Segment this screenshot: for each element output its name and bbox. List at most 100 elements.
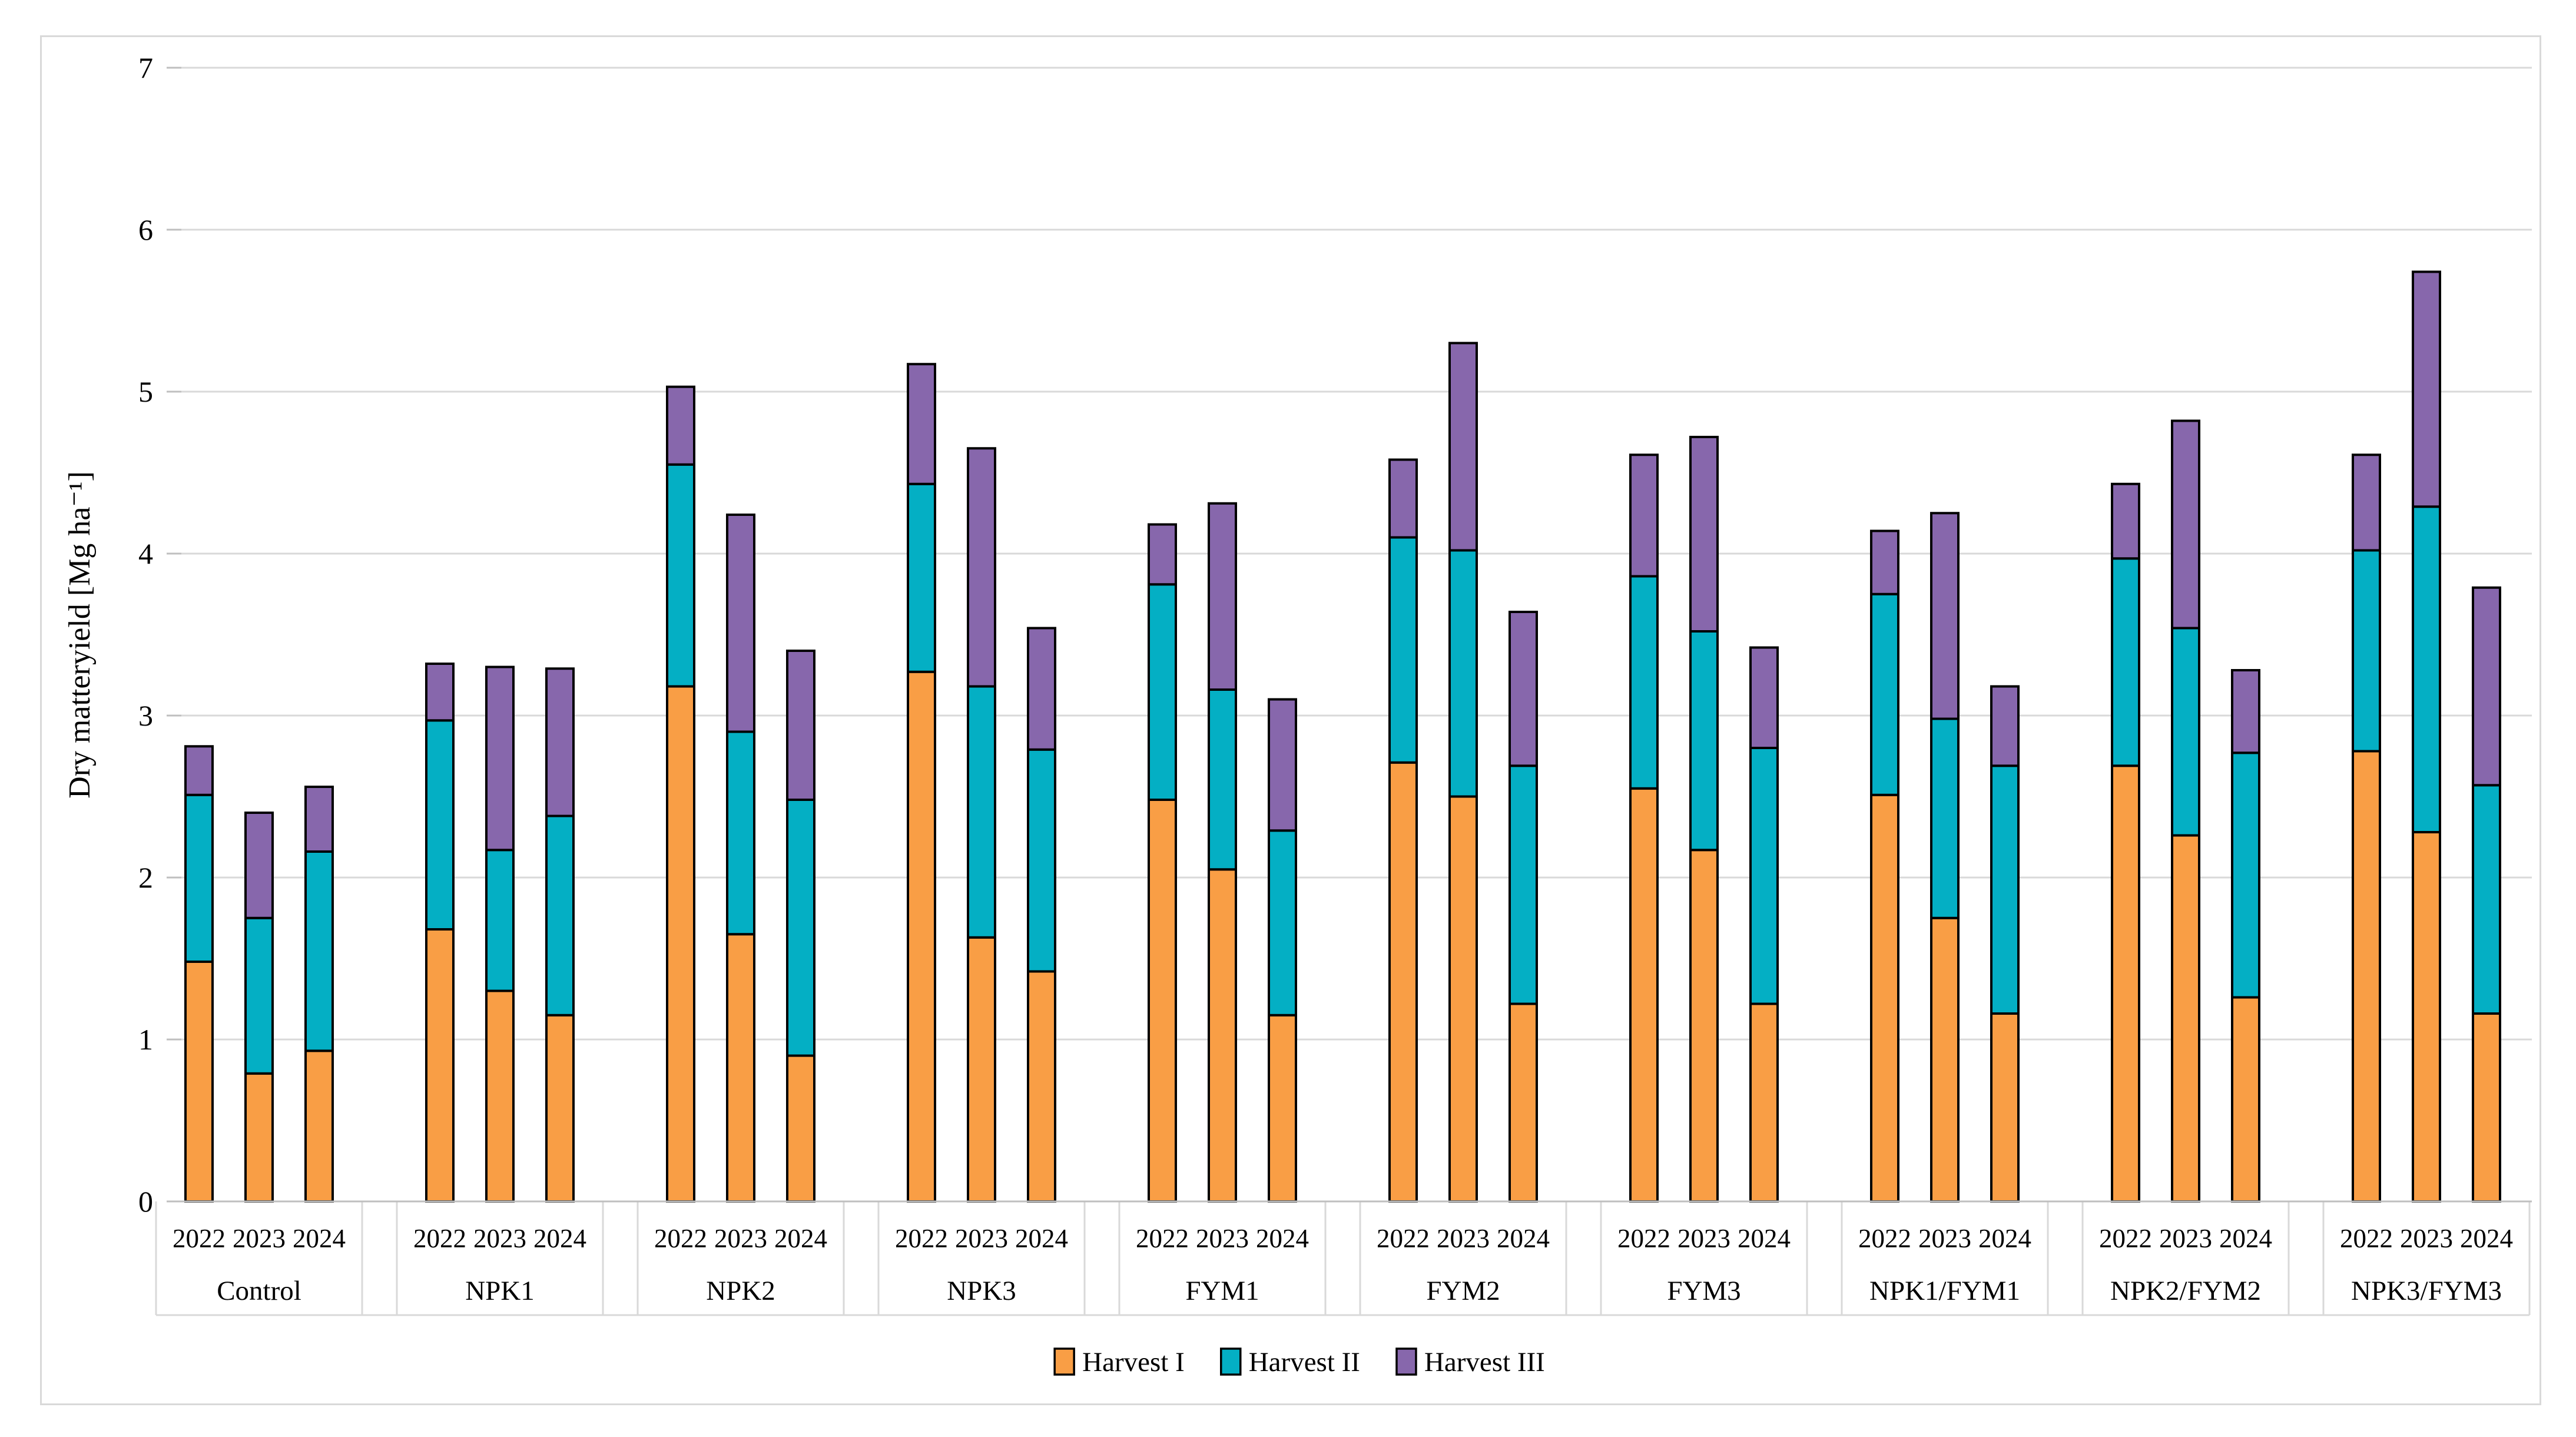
- bar-segment-harvest-i: [1870, 793, 1899, 1203]
- y-tick-label: 4: [138, 537, 153, 570]
- bar-segment-harvest-ii: [304, 850, 334, 1052]
- year-label: 2024: [1015, 1224, 1068, 1253]
- bar-segment-harvest-ii: [244, 916, 274, 1075]
- bar-segment-harvest-iii: [2472, 586, 2501, 787]
- bar-segment-harvest-i: [1749, 1002, 1779, 1203]
- year-label: 2022: [1617, 1224, 1670, 1253]
- bar-segment-harvest-i: [1509, 1002, 1538, 1203]
- bar-segment-harvest-ii: [1268, 829, 1297, 1017]
- bar-segment-harvest-ii: [1509, 764, 1538, 1005]
- bar-segment-harvest-iii: [2231, 669, 2260, 754]
- bar-segment-harvest-ii: [1990, 764, 2020, 1015]
- bar-segment-harvest-i: [304, 1049, 334, 1203]
- bar-segment-harvest-i: [1990, 1012, 2020, 1203]
- group-label: FYM1: [1185, 1276, 1259, 1306]
- bar-segment-harvest-ii: [1930, 717, 1960, 919]
- y-tick-label: 0: [138, 1185, 153, 1218]
- bar-segment-harvest-iii: [1027, 627, 1056, 751]
- bar-segment-harvest-iii: [485, 665, 515, 852]
- year-label: 2022: [1136, 1224, 1189, 1253]
- bar-segment-harvest-i: [485, 989, 515, 1203]
- year-label: 2022: [173, 1224, 226, 1253]
- bar-segment-harvest-i: [1689, 849, 1719, 1203]
- bar-segment-harvest-iii: [244, 812, 274, 919]
- bar-segment-harvest-i: [2412, 831, 2441, 1203]
- bar-segment-harvest-iii: [1930, 512, 1960, 720]
- bar-segment-harvest-ii: [184, 793, 214, 963]
- bar-segment-harvest-i: [2111, 764, 2140, 1203]
- bar-segment-harvest-i: [2171, 834, 2200, 1203]
- bar-segment-harvest-iii: [1388, 458, 1418, 539]
- bar-segment-harvest-i: [726, 933, 755, 1203]
- bar-segment-harvest-iii: [2412, 270, 2441, 508]
- legend-item: Harvest I: [1053, 1347, 1185, 1378]
- bar-segment-harvest-iii: [1749, 646, 1779, 749]
- year-label: 2023: [2400, 1224, 2453, 1253]
- year-label: 2024: [774, 1224, 827, 1253]
- year-label: 2024: [2219, 1224, 2272, 1253]
- legend-label: Harvest II: [1249, 1347, 1360, 1378]
- bar-segment-harvest-iii: [786, 650, 815, 801]
- year-label: 2022: [413, 1224, 466, 1253]
- year-label: 2023: [1437, 1224, 1490, 1253]
- group-label: FYM3: [1667, 1276, 1740, 1306]
- bar-segment-harvest-iii: [1509, 611, 1538, 767]
- year-label: 2023: [714, 1224, 767, 1253]
- y-tick-label: 3: [138, 699, 153, 732]
- legend-label: Harvest III: [1424, 1347, 1545, 1378]
- y-tick-label: 1: [138, 1023, 153, 1056]
- group-label: NPK2: [706, 1276, 775, 1306]
- y-tick-label: 2: [138, 861, 153, 894]
- bar-segment-harvest-iii: [1208, 502, 1237, 691]
- bar-segment-harvest-ii: [1629, 575, 1659, 790]
- legend-label: Harvest I: [1082, 1347, 1185, 1378]
- legend-item: Harvest III: [1395, 1347, 1545, 1378]
- group-label: NPK3: [947, 1276, 1016, 1306]
- group-label: Control: [217, 1276, 301, 1306]
- bar-segment-harvest-i: [1208, 868, 1237, 1203]
- bar-segment-harvest-i: [1930, 916, 1960, 1203]
- year-label: 2024: [1978, 1224, 2031, 1253]
- year-label: 2023: [2159, 1224, 2212, 1253]
- bar-segment-harvest-iii: [545, 667, 575, 817]
- year-label: 2022: [654, 1224, 707, 1253]
- bar-segment-harvest-i: [2472, 1012, 2501, 1203]
- bar-segment-harvest-ii: [2171, 627, 2200, 837]
- bar-segment-harvest-i: [666, 685, 695, 1203]
- bar-segment-harvest-i: [425, 928, 455, 1203]
- bar-segment-harvest-i: [1388, 761, 1418, 1203]
- bar-segment-harvest-iii: [1629, 453, 1659, 578]
- year-label: 2024: [533, 1224, 586, 1253]
- bar-segment-harvest-iii: [1268, 698, 1297, 832]
- bar-segment-harvest-ii: [2412, 505, 2441, 833]
- year-label: 2024: [1256, 1224, 1309, 1253]
- bar-segment-harvest-iii: [304, 786, 334, 853]
- bar-segment-harvest-i: [1629, 787, 1659, 1203]
- year-label: 2023: [1677, 1224, 1730, 1253]
- group-label: NPK1/FYM1: [1869, 1276, 2020, 1306]
- bar-segment-harvest-iii: [726, 514, 755, 733]
- bar-segment-harvest-ii: [786, 799, 815, 1057]
- bar-segment-harvest-ii: [485, 849, 515, 992]
- year-label: 2023: [955, 1224, 1008, 1253]
- group-label: NPK2/FYM2: [2110, 1276, 2261, 1306]
- bar-segment-harvest-i: [1448, 795, 1478, 1203]
- bar-segment-harvest-iii: [2111, 482, 2140, 560]
- bar-segment-harvest-ii: [1448, 549, 1478, 798]
- bar-segment-harvest-i: [2352, 750, 2381, 1203]
- bar-segment-harvest-i: [1268, 1014, 1297, 1203]
- bar-segment-harvest-iii: [2171, 419, 2200, 630]
- group-label: NPK3/FYM3: [2351, 1276, 2502, 1306]
- bar-segment-harvest-iii: [666, 385, 695, 466]
- bar-segment-harvest-ii: [1870, 592, 1899, 796]
- year-label: 2024: [1497, 1224, 1550, 1253]
- bar-segment-harvest-iii: [425, 663, 455, 722]
- bar-segment-harvest-ii: [1388, 536, 1418, 764]
- bar-segment-harvest-i: [2231, 996, 2260, 1203]
- bar-segment-harvest-ii: [1208, 688, 1237, 871]
- bar-segment-harvest-ii: [2231, 751, 2260, 999]
- year-label: 2022: [2099, 1224, 2152, 1253]
- bar-segment-harvest-i: [907, 670, 936, 1203]
- bar-segment-harvest-i: [545, 1014, 575, 1203]
